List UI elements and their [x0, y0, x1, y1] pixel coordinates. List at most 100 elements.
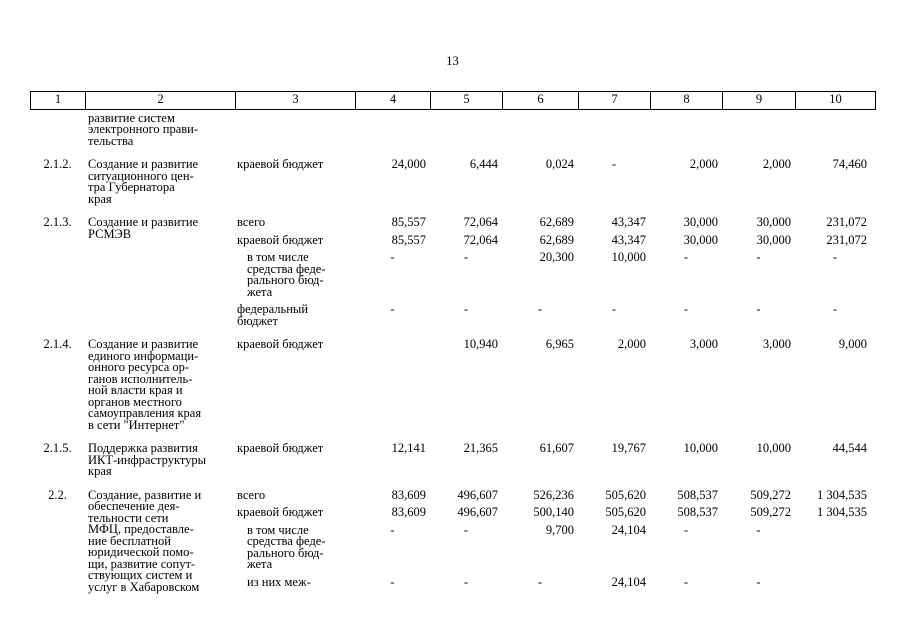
value-cell	[795, 577, 875, 589]
table-subrow: всего 85,557 72,064 62,689 43,347 30,000 30,00…	[235, 215, 875, 229]
funding-source-label: всего	[237, 215, 266, 229]
value-cell: 2,000	[762, 157, 791, 171]
funding-source-label: в том числе средства феде- рального бюд-…	[247, 522, 326, 571]
funding-source-label: краевой бюджет	[237, 232, 324, 247]
value-cell: 508,537	[677, 505, 718, 519]
value-cell: 9,000	[838, 337, 867, 351]
funding-source-label: всего	[237, 487, 266, 502]
value-cell: 21,365	[463, 441, 498, 455]
header-cell-7: 7	[579, 92, 651, 109]
value-cell: 10,940	[463, 337, 498, 351]
value-cell: 526,236	[533, 487, 574, 502]
value-cell: -	[463, 302, 469, 316]
funding-source-label: федеральный бюджет	[237, 302, 309, 328]
budget-table: 1 2 3 4 5 6 7 8 9 10 развитие систем эле…	[30, 91, 876, 605]
row-subrows: всего 85,557 72,064 62,689 43,347 30,000 30,00…	[235, 215, 875, 328]
value-cell: 43,347	[611, 232, 646, 247]
funding-source-label: из них меж-	[247, 574, 311, 589]
header-cell-9: 9	[723, 92, 796, 109]
value-cell: -	[463, 250, 469, 264]
value-cell: 43,347	[611, 215, 646, 229]
row-name: Создание и развитие единого информаци- о…	[88, 337, 202, 432]
value-cell: 508,537	[677, 487, 718, 502]
value-cell: 30,000	[683, 215, 718, 229]
value-cell: 231,072	[826, 232, 867, 247]
funding-source-label: краевой бюджет	[237, 157, 324, 171]
row-name: Создание и развитие РСМЭВ	[88, 215, 199, 241]
value-cell: 3,000	[689, 337, 718, 351]
value-cell: 10,000	[756, 441, 791, 455]
table-body: развитие систем электронного прави- тель…	[30, 110, 876, 594]
value-cell: 72,064	[463, 232, 498, 247]
value-cell: 505,620	[605, 505, 646, 519]
value-cell: 24,104	[611, 574, 646, 589]
value-cell: 10,000	[683, 441, 718, 455]
header-cell-8: 8	[651, 92, 723, 109]
funding-source-label: в том числе средства феде- рального бюд-…	[247, 250, 326, 299]
value-cell: -	[463, 522, 469, 537]
value-cell: 0,024	[545, 157, 574, 171]
value-cell: 9,700	[545, 522, 574, 537]
row-name: Создание, развитие и обеспечение дея- те…	[88, 487, 202, 594]
value-cell	[355, 339, 430, 351]
value-cell: 72,064	[463, 215, 498, 229]
value-cell: -	[390, 302, 395, 316]
value-cell: 24,104	[611, 522, 646, 537]
table-subrow: краевой бюджет 24,000 6,444 0,024 - 2,000 2,00…	[235, 157, 875, 171]
table-row: 2.1.5. Поддержка развития ИКТ-инфраструкт…	[30, 441, 876, 478]
value-cell: -	[756, 302, 761, 316]
table-subrow: федеральный бюджет - - - - - - -	[235, 302, 875, 328]
value-cell: -	[683, 574, 689, 589]
value-cell: 85,557	[391, 215, 426, 229]
row-subrows: всего 83,609 496,607 526,236 505,620 508,537 5…	[235, 487, 875, 589]
value-cell: 74,460	[832, 157, 867, 171]
row-number: 2.1.3.	[43, 215, 72, 229]
value-cell: 85,557	[391, 232, 426, 247]
value-cell: 2,000	[689, 157, 718, 171]
table-row: 2.1.3. Создание и развитие РСМЭВ всего 85,5…	[30, 215, 876, 328]
table-header-row: 1 2 3 4 5 6 7 8 9 10	[30, 91, 876, 110]
value-cell: 509,272	[750, 487, 791, 502]
value-cell: 30,000	[756, 215, 791, 229]
row-name: развитие систем электронного прави- тель…	[88, 110, 199, 148]
value-cell: 24,000	[391, 157, 426, 171]
header-cell-6: 6	[503, 92, 579, 109]
table-subrow: из них меж- - - - 24,104 - -	[235, 574, 875, 589]
value-cell: 62,689	[539, 215, 574, 229]
value-cell: 10,000	[611, 250, 646, 264]
value-cell: 6,965	[545, 337, 574, 351]
table-subrow: краевой бюджет 85,557 72,064 62,689 43,347 30…	[235, 232, 875, 247]
header-cell-5: 5	[431, 92, 503, 109]
value-cell: 20,300	[539, 250, 574, 264]
table-subrow: в том числе средства феде- рального бюд-…	[235, 250, 875, 299]
row-number: 2.1.2.	[43, 157, 72, 171]
value-cell: 19,767	[611, 441, 646, 455]
table-subrow: краевой бюджет 10,940 6,965 2,000 3,000 3,000…	[235, 337, 875, 351]
value-cell: 231,072	[826, 215, 867, 229]
table-subrow: краевой бюджет 83,609 496,607 500,140 505,62…	[235, 505, 875, 519]
value-cell: -	[611, 157, 617, 171]
row-number: 2.1.5.	[43, 441, 72, 455]
value-cell: -	[390, 574, 395, 589]
value-cell: -	[537, 302, 543, 316]
value-cell: 30,000	[756, 232, 791, 247]
value-cell: -	[683, 302, 689, 316]
value-cell: -	[756, 574, 761, 589]
value-cell: 12,141	[391, 441, 426, 455]
value-cell: 1 304,535	[817, 487, 867, 502]
value-cell	[795, 525, 875, 571]
value-cell: -	[463, 574, 469, 589]
value-cell: -	[683, 250, 689, 264]
value-cell: 509,272	[750, 505, 791, 519]
row-subrows: краевой бюджет 12,141 21,365 61,607 19,767 10…	[235, 441, 875, 455]
value-cell: -	[611, 302, 617, 316]
value-cell: 496,607	[457, 487, 498, 502]
value-cell: 6,444	[469, 157, 498, 171]
table-row: 2.2. Создание, развитие и обеспечение дея…	[30, 487, 876, 594]
value-cell: 83,609	[391, 505, 426, 519]
value-cell: 2,000	[617, 337, 646, 351]
value-cell: 30,000	[683, 232, 718, 247]
value-cell: 3,000	[762, 337, 791, 351]
page-number: 13	[446, 54, 459, 68]
